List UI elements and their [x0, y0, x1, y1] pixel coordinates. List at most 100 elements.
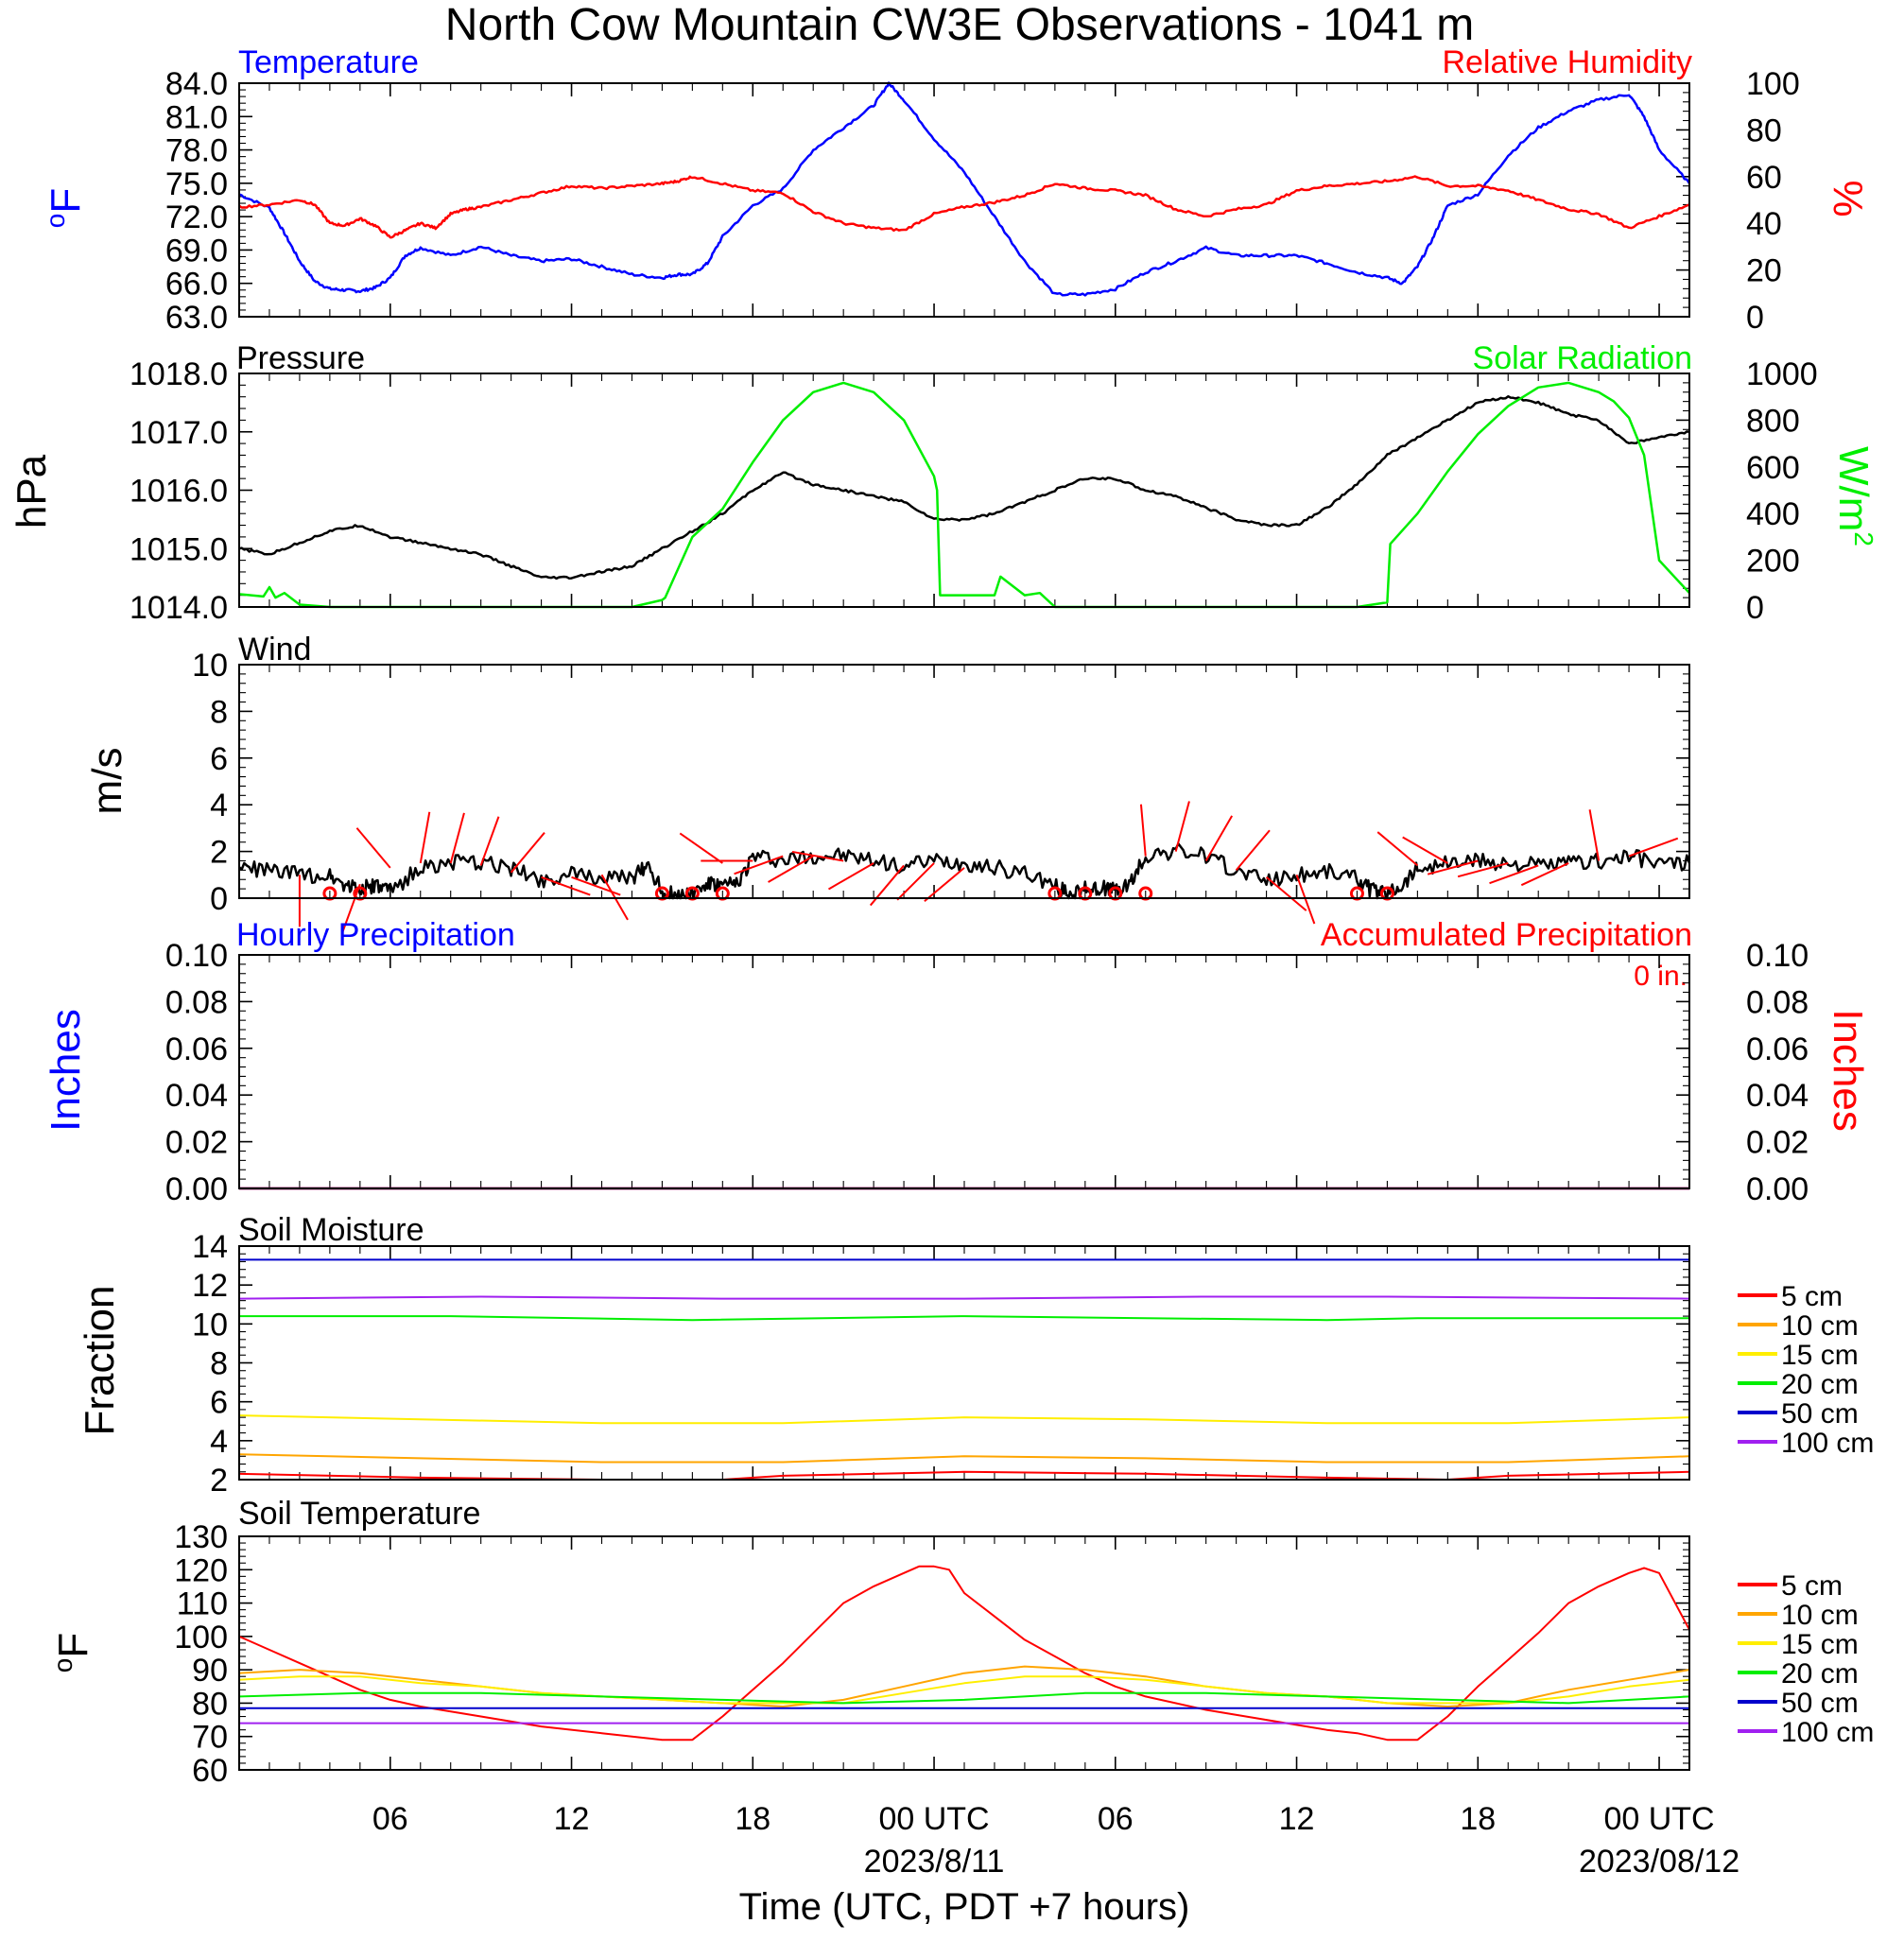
series-line-0	[238, 842, 1691, 900]
humidity-panel-label: Relative Humidity	[1442, 44, 1692, 80]
y-tick-label: 0.08	[165, 984, 228, 1020]
wind-barb	[1588, 809, 1601, 861]
x-axis-label: Time (UTC, PDT +7 hours)	[739, 1886, 1190, 1928]
y-tick-label: 0.04	[165, 1078, 228, 1114]
y-right-tick-label: 0.08	[1746, 984, 1809, 1020]
plot-frame	[238, 82, 1690, 318]
y-tick-label: 1018.0	[130, 356, 228, 392]
calm-wind-marker	[1138, 886, 1153, 901]
legend-label: 10 cm	[1781, 1310, 1859, 1342]
temperature-axis-label: oF	[41, 188, 89, 228]
calm-wind-marker	[1078, 886, 1093, 901]
wind-barb	[1489, 864, 1539, 885]
y-tick-label: 84.0	[165, 66, 228, 102]
y-tick-label: 90	[192, 1653, 228, 1689]
temperature-panel-label: Temperature	[238, 44, 419, 80]
y-tick-label: 130	[174, 1519, 228, 1555]
calm-wind-marker	[353, 886, 368, 901]
series-line-20cm	[238, 1691, 1690, 1705]
wind-barb	[571, 875, 621, 896]
wind-barb	[1174, 801, 1190, 852]
wind-barb	[734, 855, 784, 875]
y-tick-label: 0	[210, 881, 228, 917]
wind-panel: Wind m/s 10 8 6 4 2 0	[84, 632, 1691, 934]
wind-barb	[1295, 874, 1316, 925]
wind-barb	[827, 862, 874, 891]
pressure-panel-label: Pressure	[236, 340, 365, 376]
series-line-20cm	[239, 1315, 1689, 1322]
y-right-tick-label: 60	[1746, 160, 1782, 196]
y-tick-label: 10	[192, 1307, 228, 1343]
x-tick-label: 18	[1460, 1801, 1496, 1837]
y-tick-label: 2	[210, 1463, 228, 1499]
wind-barb	[1520, 862, 1569, 887]
y-right-tick-label: 600	[1746, 450, 1800, 486]
y-right-tick-label: 0	[1746, 590, 1764, 626]
legend-label: 50 cm	[1781, 1688, 1859, 1719]
series-line-10cm	[238, 1453, 1690, 1464]
y-tick-label: 8	[210, 1346, 228, 1382]
series-line-15cm	[238, 1675, 1690, 1705]
legend-label: 50 cm	[1781, 1398, 1859, 1430]
plot-frame	[238, 1245, 1690, 1481]
y-right-tick-label: 0.00	[1746, 1171, 1809, 1207]
y-tick-label: 70	[192, 1720, 228, 1756]
soil-temperature-panel: Soil Temperature oF 13012011010090807060…	[48, 1496, 1874, 1789]
soil-moisture-panel-label: Soil Moisture	[238, 1212, 424, 1248]
series-line-1	[238, 175, 1690, 239]
y-tick-label: 1014.0	[130, 590, 228, 626]
legend-label: 20 cm	[1781, 1369, 1859, 1400]
plot-frame	[238, 664, 1690, 899]
y-tick-label: 78.0	[165, 133, 228, 169]
y-right-tick-label: 0.06	[1746, 1031, 1809, 1067]
y-tick-label: 60	[192, 1753, 228, 1789]
legend-label: 10 cm	[1781, 1600, 1859, 1631]
series-line-5cm	[238, 1565, 1690, 1742]
temperature-humidity-panel: Temperature Relative Humidity oF % 84.08…	[41, 44, 1871, 336]
y-tick-label: 80	[192, 1686, 228, 1722]
figure-title: North Cow Mountain CW3E Observations - 1…	[445, 0, 1474, 50]
y-tick-label: 4	[210, 1424, 228, 1460]
y-tick-label: 14	[192, 1229, 228, 1265]
calm-wind-marker	[654, 886, 669, 901]
precipitation-panel: Hourly Precipitation Accumulated Precipi…	[43, 917, 1871, 1207]
accum-precip-total: 0 in.	[1634, 961, 1688, 992]
y-tick-label: 4	[210, 788, 228, 823]
y-right-tick-label: 0.04	[1746, 1078, 1809, 1114]
y-tick-label: 66.0	[165, 267, 228, 303]
y-right-tick-label: 100	[1746, 66, 1800, 102]
x-tick-label: 18	[735, 1801, 770, 1837]
solar-axis-label: W/m2	[1830, 446, 1878, 546]
wind-barb	[1628, 837, 1679, 858]
wind-barb	[1235, 829, 1271, 872]
accum-precip-axis-label: Inches	[1825, 1009, 1871, 1132]
soil-moisture-axis-label: Fraction	[77, 1286, 123, 1436]
series-line-0	[238, 395, 1690, 581]
y-right-tick-label: 1000	[1746, 356, 1818, 392]
y-tick-label: 69.0	[165, 233, 228, 269]
y-right-tick-label: 80	[1746, 113, 1782, 148]
y-tick-label: 0.00	[165, 1171, 228, 1207]
wind-barb	[1402, 836, 1448, 864]
y-tick-label: 63.0	[165, 300, 228, 336]
wind-barb	[541, 875, 591, 896]
wind-panel-label: Wind	[238, 632, 311, 667]
x-tick-label: 12	[554, 1801, 590, 1837]
wind-barb	[510, 832, 545, 874]
wind-barb	[1427, 859, 1479, 875]
y-tick-label: 0.06	[165, 1031, 228, 1067]
x-tick-label: 00 UTC	[1603, 1801, 1714, 1837]
wind-barb	[768, 855, 814, 883]
wind-barb	[1376, 831, 1419, 867]
y-tick-label: 110	[177, 1586, 228, 1622]
series-line-100cm	[238, 1295, 1690, 1300]
legend-label: 5 cm	[1781, 1570, 1843, 1602]
x-tick-label: 12	[1279, 1801, 1315, 1837]
soil-temperature-axis-label: oF	[48, 1633, 96, 1672]
y-tick-label: 72.0	[165, 199, 228, 235]
legend-label: 100 cm	[1781, 1717, 1874, 1748]
wind-barb	[1204, 815, 1234, 861]
y-tick-label: 100	[174, 1620, 228, 1655]
